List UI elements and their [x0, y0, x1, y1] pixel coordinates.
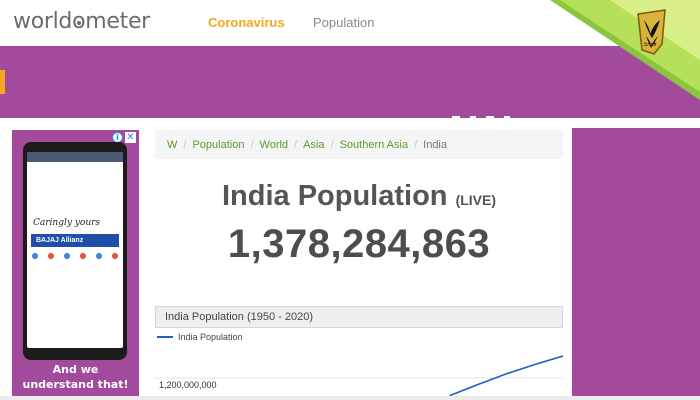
- data-point: [449, 394, 451, 396]
- right-ad-column: [572, 128, 700, 400]
- breadcrumb-link-world[interactable]: World: [259, 138, 289, 151]
- ad-tagline: Caringly yours: [33, 218, 101, 228]
- corner-badge-text: ದಿಗಂತ: [644, 41, 657, 48]
- breadcrumb-separator: /: [250, 138, 254, 151]
- feature-icon: [32, 253, 38, 259]
- ad-slogan: And we understand that!: [12, 362, 139, 392]
- data-point: [562, 355, 563, 357]
- live-label: (LIVE): [455, 192, 497, 208]
- series-line: [449, 355, 563, 396]
- breadcrumb-separator: /: [330, 138, 334, 151]
- y-tick-label: 1,200,000,000: [159, 380, 217, 390]
- population-chart[interactable]: India Population 1,200,000,000: [155, 328, 563, 396]
- breadcrumb-separator: /: [294, 138, 298, 151]
- data-point: [505, 373, 508, 375]
- close-icon[interactable]: ✕: [125, 132, 136, 143]
- breadcrumb-link-southern-asia[interactable]: Southern Asia: [339, 138, 409, 151]
- banner-divider: [452, 116, 460, 119]
- banner-divider: [504, 116, 510, 119]
- breadcrumb-link-asia[interactable]: Asia: [303, 138, 325, 151]
- feature-icon: [48, 253, 54, 259]
- banner-divider: [486, 116, 494, 119]
- data-point: [534, 363, 536, 366]
- nav-population[interactable]: Population: [313, 15, 375, 30]
- ad-feature-icons: [32, 253, 118, 260]
- feature-icon: [64, 253, 70, 259]
- ad-phone-image: Caringly yours BAJAJ Allianz: [23, 142, 127, 360]
- population-counter: 1,378,284,863: [227, 222, 491, 266]
- breadcrumb-current: India: [423, 138, 447, 151]
- advertisement[interactable]: i ✕ Caringly yours BAJAJ Allianz And we …: [12, 130, 139, 400]
- feature-icon: [112, 253, 118, 259]
- banner-side-tab[interactable]: [0, 70, 5, 94]
- site-logo[interactable]: worldometer: [13, 9, 150, 34]
- feature-icon: [80, 253, 86, 259]
- page-title: India Population (LIVE): [155, 180, 563, 213]
- legend-label: India Population: [178, 332, 243, 342]
- ad-brand-bar: BAJAJ Allianz: [31, 234, 119, 247]
- breadcrumb: W / Population / World / Asia / Southern…: [155, 130, 563, 159]
- ad-phone-screen: Caringly yours BAJAJ Allianz: [27, 152, 123, 348]
- nav-coronavirus[interactable]: Coronavirus: [208, 15, 285, 30]
- chart-title: India Population (1950 - 2020): [155, 306, 563, 328]
- ad-slogan-line1: And we: [52, 363, 99, 376]
- breadcrumb-separator: /: [183, 138, 187, 151]
- feature-icon: [96, 253, 102, 259]
- breadcrumb-link-population[interactable]: Population: [192, 138, 245, 151]
- data-point: [477, 383, 479, 386]
- page-bottom-strip: [0, 396, 700, 400]
- ad-slogan-line2: understand that!: [22, 378, 129, 391]
- phone-status-bar: [27, 152, 123, 162]
- breadcrumb-link-w[interactable]: W: [167, 138, 178, 151]
- banner-divider: [470, 116, 476, 119]
- breadcrumb-separator: /: [414, 138, 418, 151]
- corner-ribbon[interactable]: ದಿಗಂತ: [550, 0, 700, 100]
- header-banner: [0, 46, 700, 118]
- page-title-text: India Population: [221, 180, 448, 212]
- butterfly-icon: ದಿಗಂತ: [637, 9, 666, 55]
